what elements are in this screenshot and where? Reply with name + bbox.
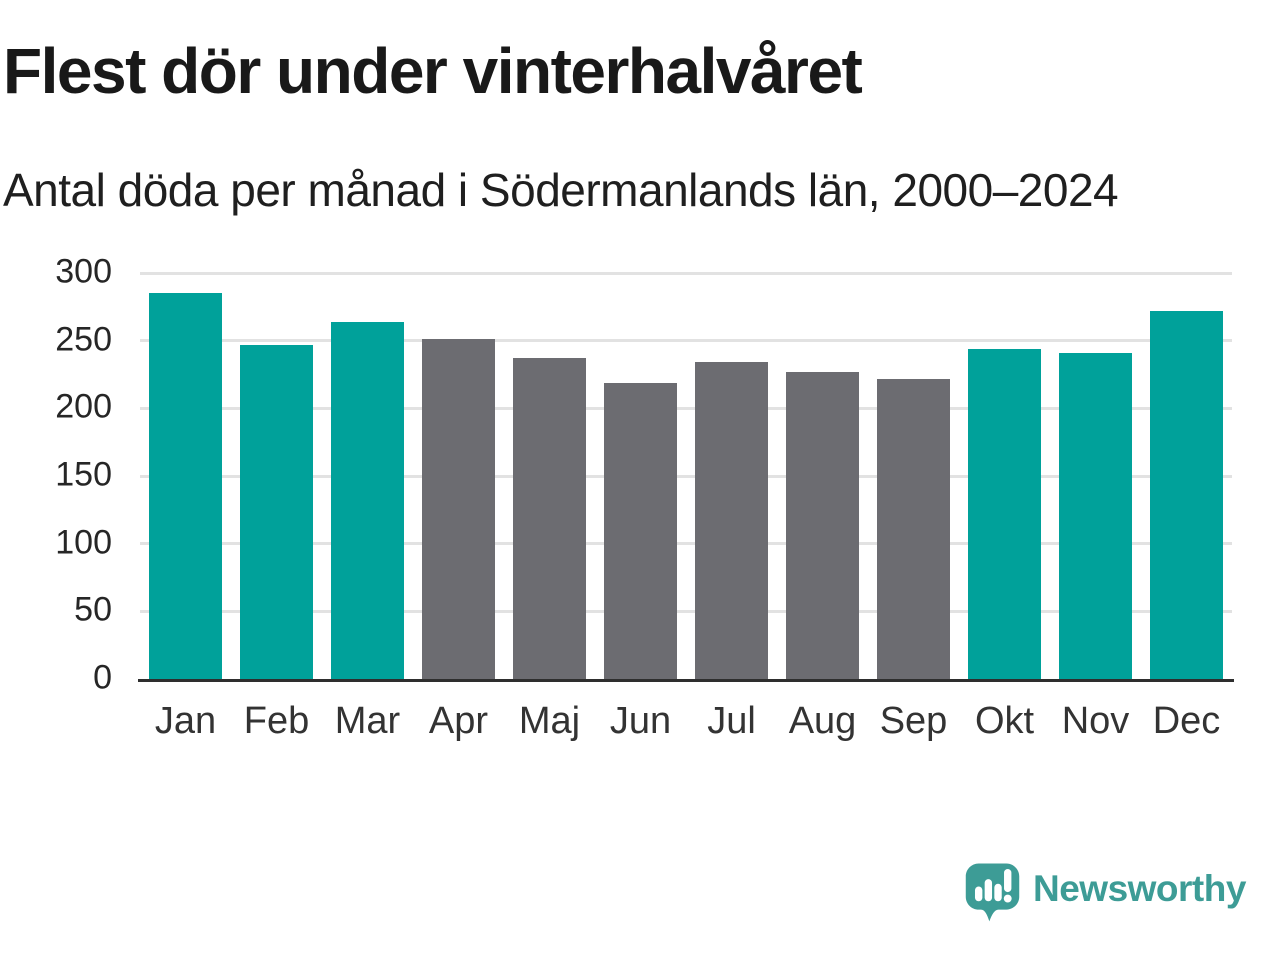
- x-tick-jul: Jul: [707, 700, 756, 742]
- plot-area: [140, 271, 1232, 679]
- newsworthy-logo: Newsworthy: [963, 860, 1246, 926]
- bar-feb: [240, 344, 313, 679]
- bar-dec: [1150, 310, 1223, 679]
- bar-nov: [1059, 352, 1132, 679]
- x-tick-feb: Feb: [243, 700, 310, 742]
- bar-aug: [786, 371, 859, 679]
- x-tick-aug: Aug: [788, 700, 857, 742]
- x-tick-jan: Jan: [154, 700, 217, 742]
- y-tick-200: 200: [55, 388, 112, 427]
- bar-sep: [877, 378, 950, 679]
- gridline-100: [140, 542, 1232, 546]
- y-tick-300: 300: [55, 252, 112, 291]
- x-tick-apr: Apr: [428, 700, 489, 742]
- gridline-250: [140, 339, 1232, 343]
- bar-apr: [422, 339, 495, 679]
- x-tick-dec: Dec: [1152, 700, 1221, 742]
- bar-mar: [331, 321, 404, 679]
- x-tick-maj: Maj: [518, 700, 581, 742]
- bar-jun: [604, 382, 677, 679]
- gridline-150: [140, 474, 1232, 478]
- x-axis-line: [138, 679, 1234, 682]
- page-subtitle: Antal döda per månad i Södermanlands län…: [3, 164, 1119, 216]
- gridline-300: [140, 271, 1232, 275]
- x-tick-jun: Jun: [609, 700, 672, 742]
- y-tick-0: 0: [93, 658, 112, 697]
- y-tick-100: 100: [55, 523, 112, 562]
- x-tick-sep: Sep: [879, 700, 948, 742]
- gridline-200: [140, 406, 1232, 410]
- x-tick-mar: Mar: [334, 700, 401, 742]
- bar-maj: [513, 358, 586, 679]
- bar-jul: [695, 362, 768, 679]
- gridline-50: [140, 609, 1232, 613]
- x-tick-nov: Nov: [1061, 700, 1130, 742]
- y-tick-250: 250: [55, 320, 112, 359]
- y-tick-150: 150: [55, 455, 112, 494]
- brand-name: Newsworthy: [1033, 868, 1246, 909]
- bar-okt: [968, 348, 1041, 679]
- page-title: Flest dör under vinterhalvåret: [3, 35, 863, 107]
- y-tick-50: 50: [74, 591, 112, 630]
- x-tick-okt: Okt: [974, 700, 1035, 742]
- bar-jan: [149, 293, 222, 679]
- newsworthy-speech-bubble-bar-chart-icon: [965, 863, 1020, 922]
